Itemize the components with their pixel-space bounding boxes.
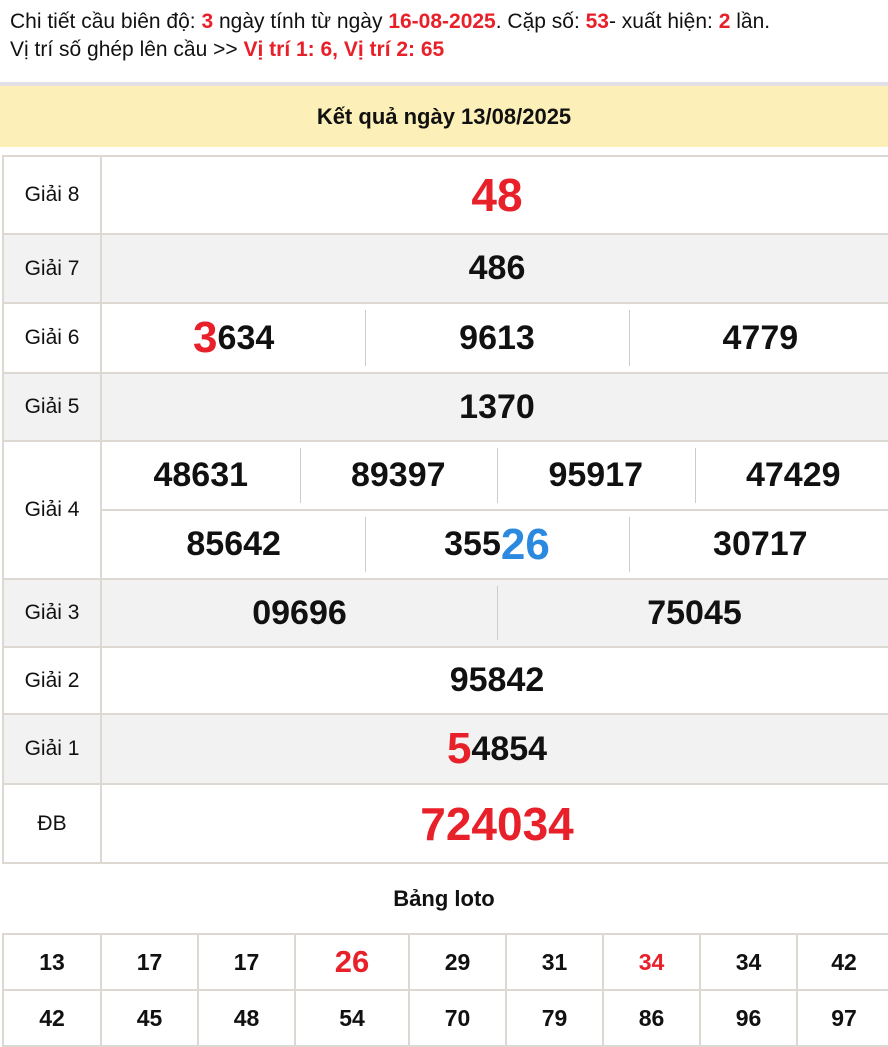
loto-cell: 86 — [603, 990, 700, 1046]
loto-cell: 17 — [198, 934, 295, 990]
loto-cell: 34 — [603, 934, 700, 990]
prize-number: 486 — [102, 235, 888, 302]
loto-cell: 31 — [506, 934, 603, 990]
intro-label: Chi tiết cầu biên độ: — [10, 10, 201, 33]
intro-label: ngày tính từ ngày — [213, 10, 388, 33]
loto-cell: 34 — [700, 934, 797, 990]
prize-label: Giải 2 — [4, 648, 102, 713]
prize-number: 47429 — [695, 442, 888, 509]
loto-cell: 13 — [3, 934, 101, 990]
digits: 634 — [218, 319, 275, 358]
intro-label: Vị trí số ghép lên cầu >> — [10, 38, 243, 61]
loto-cell: 26 — [295, 934, 409, 990]
date-value: 16-08-2025 — [388, 10, 495, 33]
count-value: 2 — [719, 10, 731, 33]
loto-cell: 96 — [700, 990, 797, 1046]
loto-cell: 54 — [295, 990, 409, 1046]
prize-label: Giải 1 — [4, 715, 102, 783]
prize-number: 48631 — [102, 442, 300, 509]
prize-label: Giải 3 — [4, 580, 102, 646]
loto-cell: 97 — [797, 990, 888, 1046]
prize-number: 75045 — [497, 580, 888, 646]
prize-number: 85642 — [102, 511, 365, 578]
loto-cell: 17 — [101, 934, 198, 990]
loto-cell: 45 — [101, 990, 198, 1046]
positions-value: Vị trí 1: 6, Vị trí 2: 65 — [243, 38, 444, 61]
prize-number: 4779 — [629, 304, 888, 372]
prize-label: ĐB — [4, 785, 102, 862]
prize-number: 09696 — [102, 580, 497, 646]
highlight-digit: 5 — [447, 724, 471, 774]
prize-label: Giải 5 — [4, 374, 102, 440]
loto-cell: 42 — [3, 990, 101, 1046]
intro-label: . Cặp số: — [496, 10, 586, 33]
prize-number: 95842 — [102, 648, 888, 713]
prize-number: 89397 — [300, 442, 498, 509]
prize-label: Giải 4 — [4, 442, 102, 578]
digits: 4854 — [471, 730, 547, 769]
result-header: Kết quả ngày 13/08/2025 — [0, 86, 888, 147]
loto-cell: 42 — [797, 934, 888, 990]
loto-cell: 79 — [506, 990, 603, 1046]
prize-number: 95917 — [497, 442, 695, 509]
loto-cell: 29 — [409, 934, 506, 990]
loto-title: Bảng loto — [0, 886, 888, 912]
prize-label: Giải 7 — [4, 235, 102, 302]
prize-label: Giải 6 — [4, 304, 102, 372]
loto-cell: 70 — [409, 990, 506, 1046]
prize-number: 9613 — [365, 304, 628, 372]
digits: 355 — [444, 525, 501, 564]
prize-number: 48 — [102, 157, 888, 233]
pair-value: 53 — [586, 10, 609, 33]
days-value: 3 — [201, 10, 213, 33]
intro-label: lần. — [730, 10, 770, 33]
prize-number: 30717 — [629, 511, 888, 578]
highlight-digit: 26 — [501, 520, 550, 570]
intro-label: - xuất hiện: — [609, 10, 719, 33]
prize-number: 724034 — [102, 785, 888, 862]
prize-number: 1370 — [102, 374, 888, 440]
intro-text: Chi tiết cầu biên độ: 3 ngày tính từ ngà… — [10, 8, 770, 64]
prize-label: Giải 8 — [4, 157, 102, 233]
loto-cell: 48 — [198, 990, 295, 1046]
highlight-digit: 3 — [193, 313, 217, 363]
